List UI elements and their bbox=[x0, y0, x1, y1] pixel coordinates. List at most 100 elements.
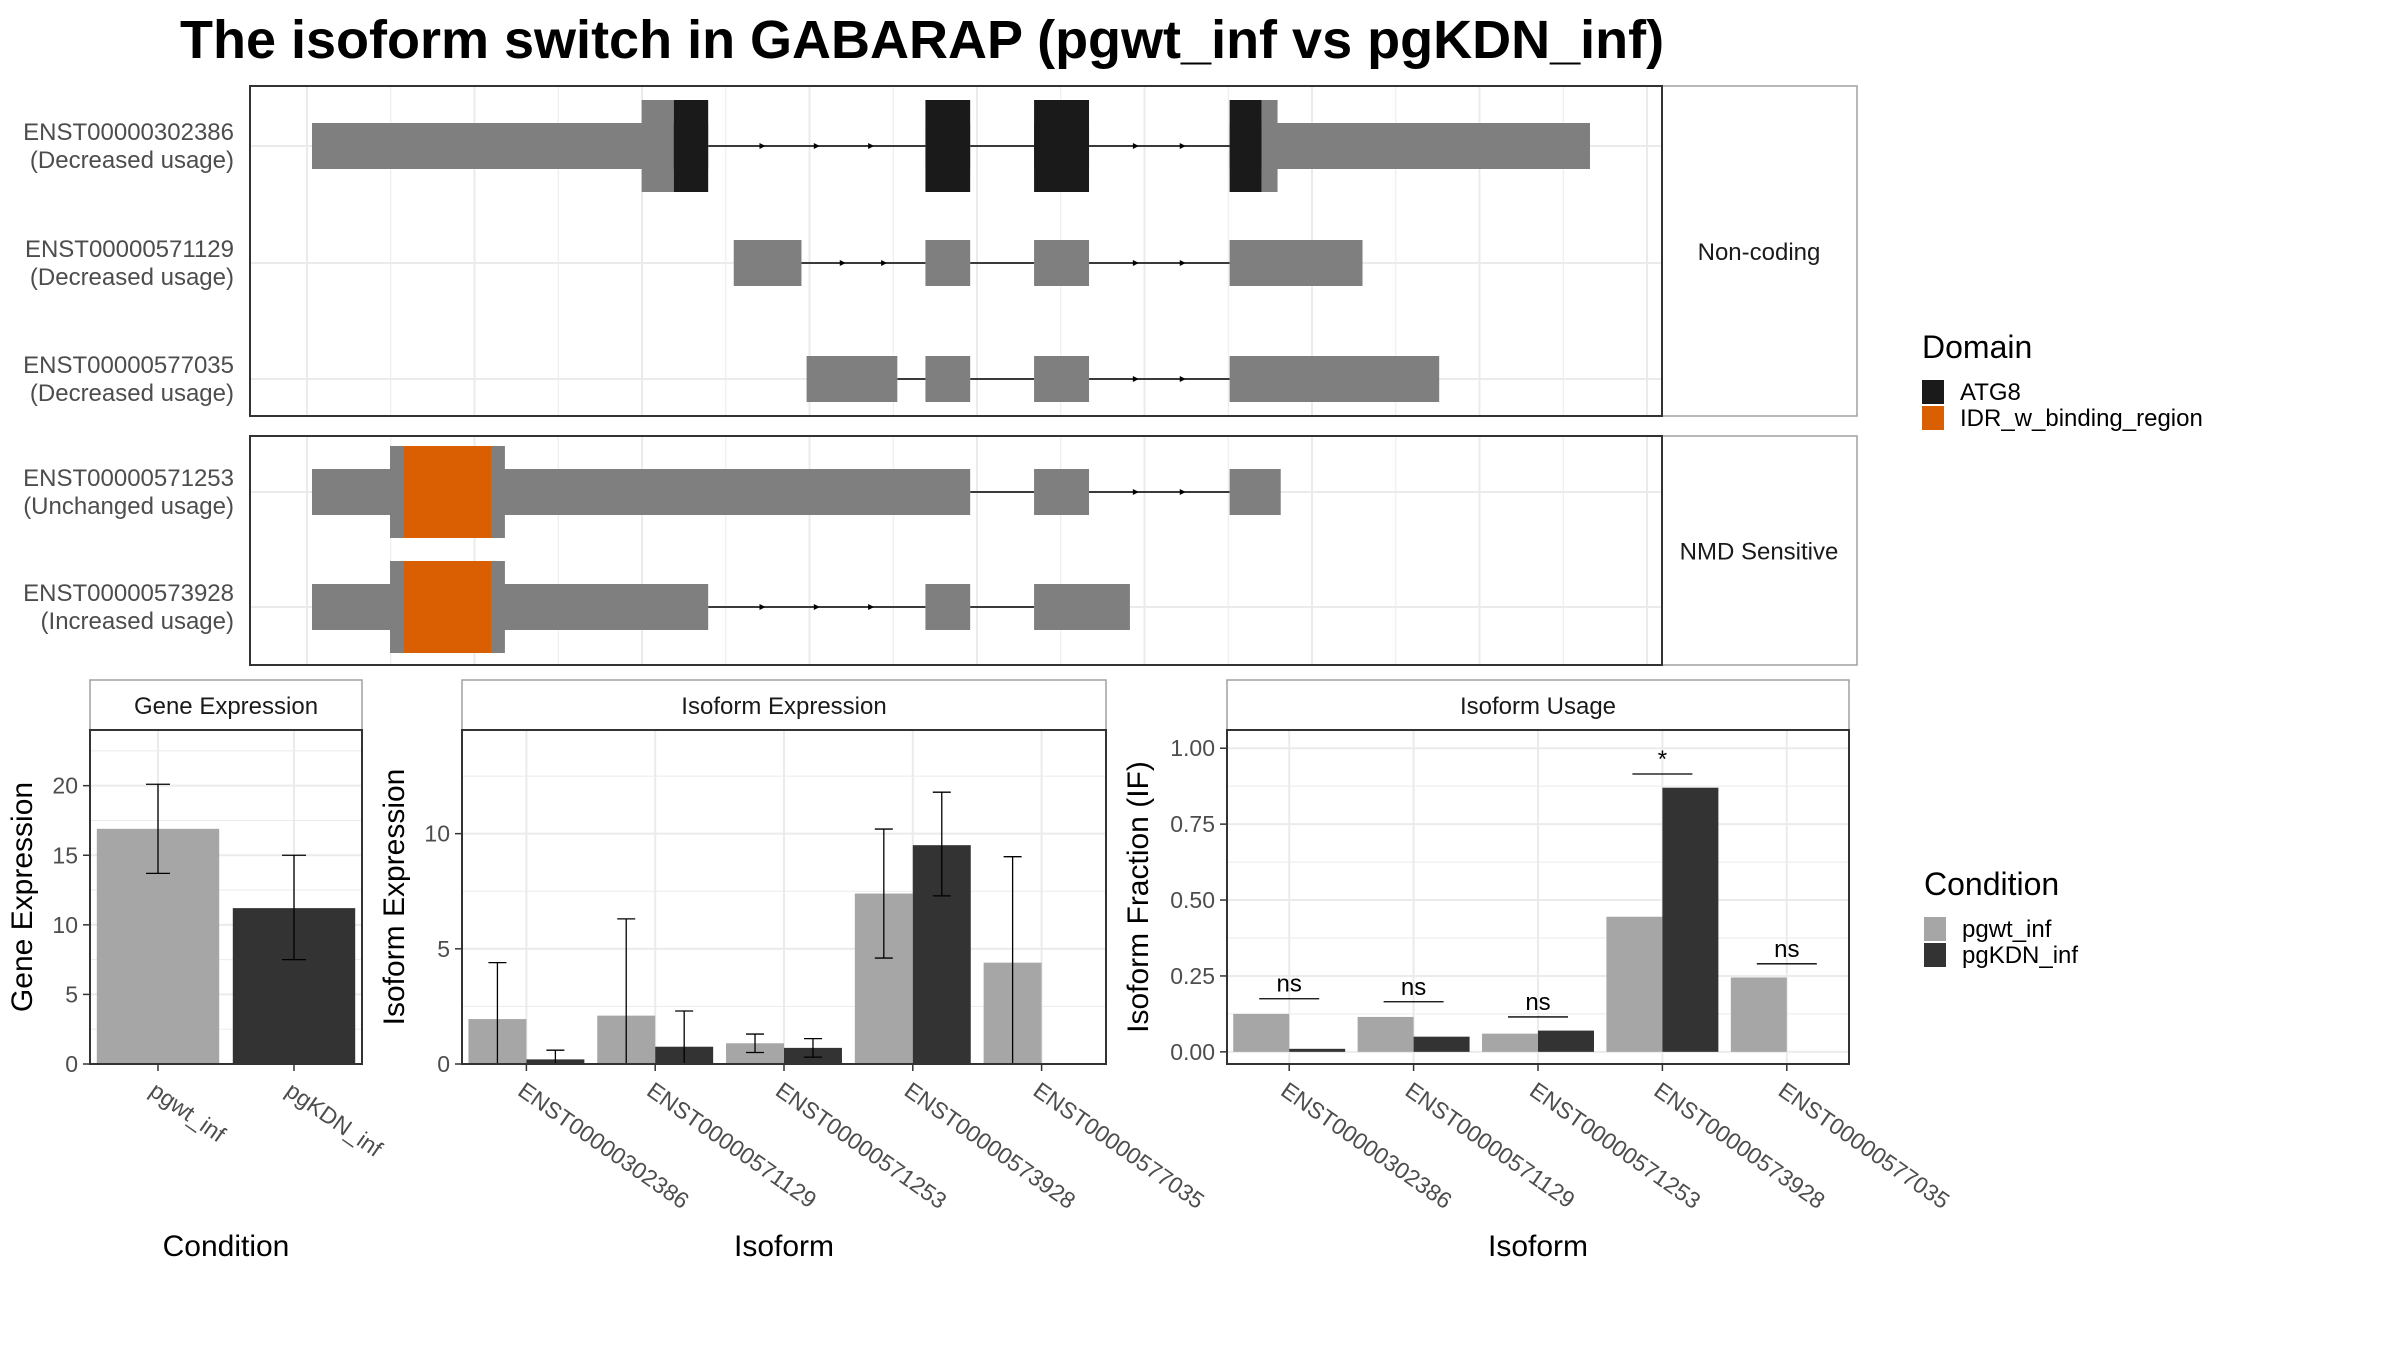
y-tick-label: 15 bbox=[52, 842, 78, 868]
exon bbox=[1270, 123, 1590, 169]
exon bbox=[733, 240, 802, 286]
y-tick-label: 0.75 bbox=[1170, 811, 1215, 837]
panel-border bbox=[249, 85, 1663, 417]
exon bbox=[1034, 584, 1130, 630]
transcript-usage-label: (Decreased usage) bbox=[30, 380, 234, 407]
y-tick-label: 1.00 bbox=[1170, 735, 1215, 761]
exon bbox=[1034, 469, 1090, 515]
panel-border bbox=[89, 729, 363, 1065]
y-tick-label: 10 bbox=[424, 821, 450, 847]
intron-arrow bbox=[868, 604, 875, 610]
intron-arrow bbox=[813, 143, 820, 149]
bar bbox=[1662, 787, 1719, 1052]
bar bbox=[1538, 1030, 1594, 1052]
transcript-id-label: ENST00000571129 bbox=[25, 236, 234, 263]
exon bbox=[1229, 356, 1440, 402]
legend-swatch bbox=[1924, 917, 1946, 941]
transcript-usage-label: (Decreased usage) bbox=[30, 147, 234, 174]
cds-block bbox=[1261, 100, 1278, 192]
legend-label: IDR_w_binding_region bbox=[1960, 405, 2203, 432]
x-axis-title: Isoform bbox=[1488, 1230, 1588, 1263]
intron-arrow bbox=[1179, 489, 1186, 495]
exon bbox=[312, 584, 709, 630]
transcript-id-label: ENST00000571253 bbox=[23, 465, 234, 492]
legend-label: pgwt_inf bbox=[1962, 916, 2052, 943]
bar bbox=[1606, 916, 1663, 1052]
y-axis-title: Isoform Expression bbox=[378, 769, 411, 1026]
domain-ATG8 bbox=[1034, 100, 1090, 192]
facet-strip bbox=[1661, 85, 1858, 417]
bar bbox=[1233, 1013, 1290, 1052]
facet-strip bbox=[1226, 679, 1850, 731]
x-axis-title: Isoform bbox=[734, 1230, 834, 1263]
exon bbox=[1229, 240, 1363, 286]
facet-strip bbox=[1661, 435, 1858, 666]
bar bbox=[1482, 1033, 1538, 1052]
gene-expression-plot: Gene Expression 0 5 10 15 20 pgwt_inf pgKDN_inf… bbox=[6, 679, 388, 1263]
y-axis-title: Gene Expression bbox=[6, 782, 39, 1012]
exon bbox=[925, 356, 971, 402]
transcript-usage-label: (Unchanged usage) bbox=[23, 493, 234, 520]
bar bbox=[1413, 1036, 1470, 1052]
exon bbox=[1034, 356, 1090, 402]
intron-arrow bbox=[1132, 376, 1139, 382]
y-axis-title: Isoform Fraction (IF) bbox=[1122, 761, 1155, 1033]
intron-arrow bbox=[1179, 260, 1186, 266]
exon bbox=[1229, 469, 1281, 515]
facet-strip bbox=[461, 679, 1107, 731]
legend-label: pgKDN_inf bbox=[1962, 942, 2078, 969]
intron-arrow bbox=[1132, 260, 1139, 266]
bar bbox=[1357, 1016, 1414, 1052]
y-tick-label: 5 bbox=[437, 936, 450, 962]
facet-strip-label: Gene Expression bbox=[134, 693, 318, 720]
facet-strip bbox=[89, 679, 363, 731]
intron-arrow bbox=[813, 604, 820, 610]
y-tick-label: 0 bbox=[65, 1051, 78, 1077]
exon bbox=[312, 123, 645, 169]
significance-label: * bbox=[1658, 746, 1667, 773]
y-tick-label: 0.25 bbox=[1170, 963, 1215, 989]
transcript-usage-label: (Increased usage) bbox=[41, 608, 234, 635]
domain-IDR_w_binding_region bbox=[404, 561, 491, 653]
intron-arrow bbox=[1132, 489, 1139, 495]
cds-block bbox=[641, 100, 674, 192]
intron-arrow bbox=[1179, 376, 1186, 382]
intron-arrow bbox=[759, 143, 766, 149]
transcript-usage-label: (Decreased usage) bbox=[30, 264, 234, 291]
intron-arrow bbox=[1179, 143, 1186, 149]
x-axis-title: Condition bbox=[163, 1230, 290, 1263]
structure-panel-1: NMD Sensitive ENST00000571253(Unchanged u… bbox=[23, 435, 1858, 666]
bar bbox=[1730, 977, 1787, 1052]
transcript-ENST00000302386: ENST00000302386(Decreased usage) bbox=[23, 100, 1590, 192]
exon bbox=[925, 584, 971, 630]
domain-ATG8 bbox=[673, 100, 709, 192]
intron-arrow bbox=[1132, 143, 1139, 149]
transcript-id-label: ENST00000577035 bbox=[23, 352, 234, 379]
panel-border bbox=[249, 435, 1663, 666]
legend-swatch bbox=[1924, 943, 1946, 967]
legend-swatch bbox=[1922, 380, 1944, 404]
significance-label: ns bbox=[1277, 971, 1302, 998]
intron-arrow bbox=[839, 260, 846, 266]
domain-ATG8 bbox=[1229, 100, 1262, 192]
transcript-id-label: ENST00000302386 bbox=[23, 119, 234, 146]
x-tick-label: pgwt_inf bbox=[145, 1077, 231, 1148]
transcript-ENST00000577035: ENST00000577035(Decreased usage) bbox=[23, 352, 1440, 407]
figure-title: The isoform switch in GABARAP (pgwt_inf … bbox=[180, 10, 1664, 70]
transcript-id-label: ENST00000573928 bbox=[23, 580, 234, 607]
intron-arrow bbox=[881, 260, 888, 266]
transcript-ENST00000571253: ENST00000571253(Unchanged usage) bbox=[23, 446, 1281, 538]
transcript-ENST00000571129: ENST00000571129(Decreased usage) bbox=[25, 236, 1363, 291]
significance-label: ns bbox=[1774, 936, 1799, 963]
exon bbox=[925, 240, 971, 286]
exon bbox=[806, 356, 898, 402]
significance-label: ns bbox=[1401, 974, 1426, 1001]
facet-strip-label: Non-coding bbox=[1698, 239, 1821, 266]
legend-title: Domain bbox=[1922, 329, 2032, 365]
facet-strip-label: Isoform Usage bbox=[1460, 693, 1616, 720]
